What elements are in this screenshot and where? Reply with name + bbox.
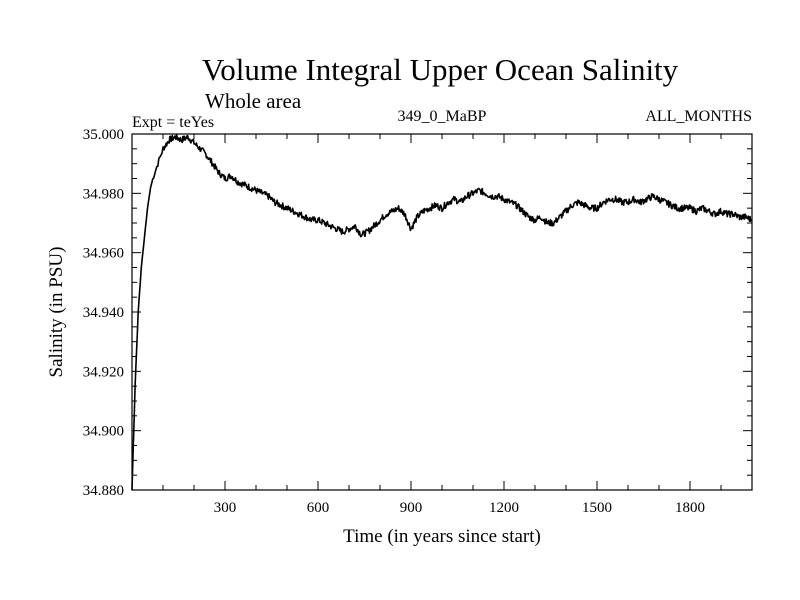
salinity-series-line: [131, 133, 753, 491]
x-tick-label: 1500: [582, 500, 612, 516]
x-tick-label: 1800: [675, 500, 705, 516]
y-tick-label: 34.920: [83, 364, 124, 380]
y-tick-label: 35.000: [83, 127, 124, 143]
x-tick-label: 1200: [489, 500, 519, 516]
y-tick-label: 34.940: [83, 305, 124, 321]
x-tick-label: 900: [400, 500, 423, 516]
x-tick-label: 300: [214, 500, 237, 516]
y-tick-label: 34.960: [83, 246, 124, 262]
x-tick-label: 600: [307, 500, 330, 516]
y-tick-label: 34.900: [83, 424, 124, 440]
y-tick-label: 34.980: [83, 186, 124, 202]
run-label: 349_0_MaBP: [398, 108, 487, 125]
x-tick-labels: 300 600 900 1200 1500 1800: [214, 500, 705, 516]
tick-marks: [132, 134, 752, 490]
plot-frame: [131, 133, 753, 491]
chart-subtitle: Whole area: [205, 89, 302, 113]
y-axis-label: Salinity (in PSU): [46, 247, 67, 378]
chart-title: Volume Integral Upper Ocean Salinity: [202, 52, 679, 87]
x-axis-label: Time (in years since start): [343, 526, 541, 547]
y-tick-labels: 34.880 34.900 34.920 34.940 34.960 34.980 35.0…: [83, 127, 124, 499]
months-label: ALL_MONTHS: [645, 108, 752, 125]
experiment-label: Expt = teYes: [132, 114, 214, 131]
y-tick-label: 34.880: [83, 483, 124, 499]
